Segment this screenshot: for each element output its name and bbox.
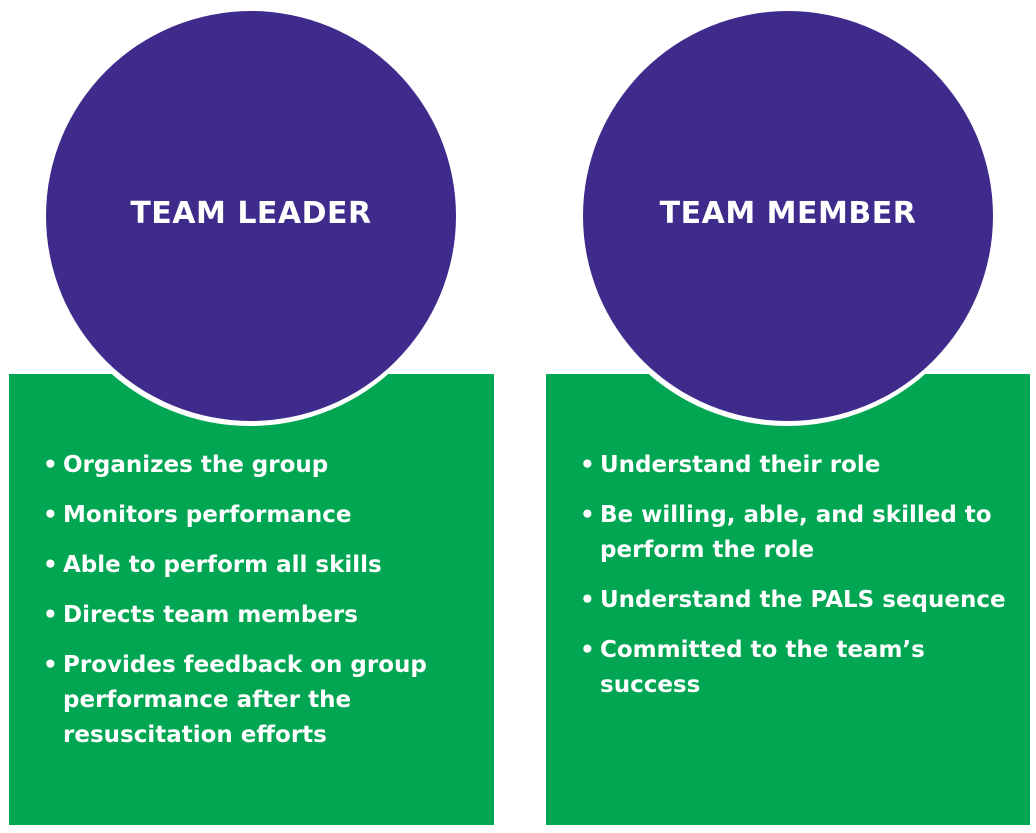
team-member-list: Understand their role Be willing, able, …: [578, 448, 1008, 718]
team-leader-list: Organizes the group Monitors performance…: [41, 448, 471, 768]
list-item: Understand the PALS sequence: [578, 583, 1008, 618]
team-member-circle-fill: TEAM MEMBER: [583, 11, 993, 421]
team-leader-circle: TEAM LEADER: [40, 6, 460, 426]
list-item: Organizes the group: [41, 448, 471, 483]
team-leader-column: TEAM LEADER Organizes the group Monitors…: [9, 0, 494, 833]
team-leader-title: TEAM LEADER: [130, 195, 372, 231]
team-leader-circle-fill: TEAM LEADER: [46, 11, 456, 421]
team-member-circle: TEAM MEMBER: [577, 6, 997, 426]
team-member-title: TEAM MEMBER: [659, 195, 917, 231]
list-item: Understand their role: [578, 448, 1008, 483]
list-item: Committed to the team’s success: [578, 633, 1008, 703]
list-item: Monitors performance: [41, 498, 471, 533]
list-item: Be willing, able, and skilled to perform…: [578, 498, 1008, 568]
list-item: Directs team members: [41, 598, 471, 633]
list-item: Able to perform all skills: [41, 548, 471, 583]
team-member-column: TEAM MEMBER Understand their role Be wil…: [546, 0, 1030, 833]
list-item: Provides feedback on group performance a…: [41, 648, 471, 753]
